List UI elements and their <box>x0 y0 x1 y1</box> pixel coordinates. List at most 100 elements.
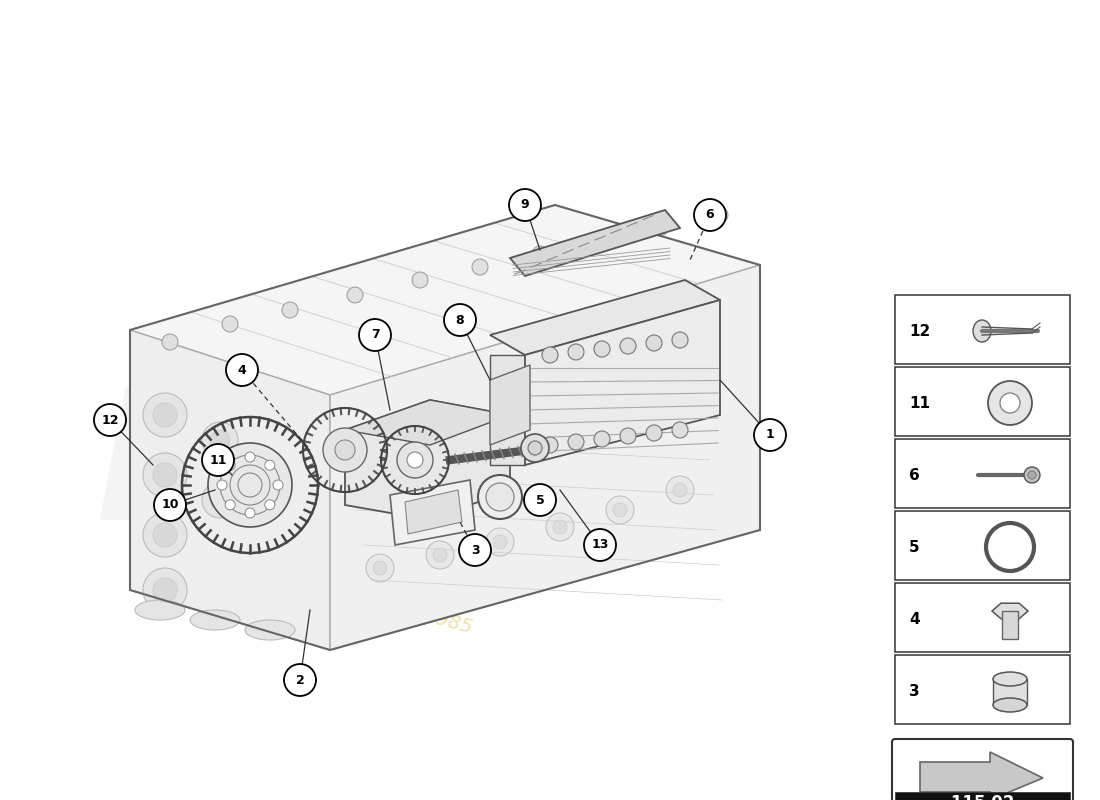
Text: 10: 10 <box>162 498 178 511</box>
Circle shape <box>217 480 227 490</box>
Polygon shape <box>992 603 1028 618</box>
Circle shape <box>568 434 584 450</box>
Circle shape <box>673 483 688 497</box>
Text: 3: 3 <box>471 543 480 557</box>
Circle shape <box>572 415 588 431</box>
Circle shape <box>359 319 390 351</box>
Text: 2: 2 <box>296 674 305 686</box>
Circle shape <box>444 437 476 469</box>
Text: a passion for parts since 1985: a passion for parts since 1985 <box>185 542 475 638</box>
Circle shape <box>226 354 258 386</box>
Circle shape <box>493 535 507 549</box>
Circle shape <box>143 393 187 437</box>
Circle shape <box>988 381 1032 425</box>
Circle shape <box>452 445 468 461</box>
Ellipse shape <box>135 600 185 620</box>
Text: 1: 1 <box>766 429 774 442</box>
Circle shape <box>652 220 668 236</box>
Circle shape <box>594 341 610 357</box>
Circle shape <box>433 548 447 562</box>
Circle shape <box>524 484 556 516</box>
Text: 11: 11 <box>209 454 227 466</box>
Circle shape <box>202 444 234 476</box>
Bar <box>895 583 1070 652</box>
Circle shape <box>208 443 292 527</box>
Circle shape <box>210 430 230 450</box>
Polygon shape <box>490 280 720 355</box>
Circle shape <box>694 199 726 231</box>
Bar <box>895 511 1070 580</box>
Circle shape <box>754 419 786 451</box>
Polygon shape <box>345 400 510 445</box>
Text: 4: 4 <box>909 611 920 626</box>
Circle shape <box>397 442 433 478</box>
Circle shape <box>592 232 608 248</box>
Circle shape <box>282 302 298 318</box>
Circle shape <box>143 568 187 612</box>
Circle shape <box>486 528 514 556</box>
Polygon shape <box>390 480 475 545</box>
Circle shape <box>672 422 688 438</box>
Circle shape <box>153 523 177 547</box>
Circle shape <box>444 304 476 336</box>
Circle shape <box>407 452 424 468</box>
Bar <box>895 439 1070 508</box>
Circle shape <box>384 454 416 486</box>
Polygon shape <box>490 355 525 465</box>
Polygon shape <box>345 400 510 520</box>
Text: EU: EU <box>95 382 365 558</box>
Circle shape <box>632 400 648 416</box>
Bar <box>895 655 1070 724</box>
Text: 115 02: 115 02 <box>950 794 1014 800</box>
Polygon shape <box>130 330 330 650</box>
Ellipse shape <box>190 610 240 630</box>
Circle shape <box>478 475 522 519</box>
Circle shape <box>154 489 186 521</box>
Polygon shape <box>920 752 1043 800</box>
Text: 5: 5 <box>536 494 544 506</box>
Circle shape <box>646 335 662 351</box>
Circle shape <box>568 344 584 360</box>
Text: 6: 6 <box>706 209 714 222</box>
Text: 5: 5 <box>909 539 920 554</box>
Text: 4: 4 <box>238 363 246 377</box>
Circle shape <box>265 500 275 510</box>
FancyBboxPatch shape <box>892 739 1072 800</box>
Text: 12: 12 <box>101 414 119 426</box>
Bar <box>895 367 1070 436</box>
Circle shape <box>202 422 238 458</box>
Ellipse shape <box>993 672 1027 686</box>
Circle shape <box>153 403 177 427</box>
Circle shape <box>210 490 230 510</box>
Circle shape <box>666 476 694 504</box>
Circle shape <box>373 561 387 575</box>
Ellipse shape <box>245 620 295 640</box>
Text: 6: 6 <box>909 467 920 482</box>
Ellipse shape <box>974 320 991 342</box>
Circle shape <box>624 392 656 424</box>
Polygon shape <box>330 265 760 650</box>
Bar <box>895 792 1070 800</box>
Circle shape <box>143 513 187 557</box>
Bar <box>895 295 1070 364</box>
Circle shape <box>553 520 566 534</box>
Circle shape <box>162 334 178 350</box>
Circle shape <box>546 513 574 541</box>
Polygon shape <box>525 300 720 465</box>
Circle shape <box>620 428 636 444</box>
Circle shape <box>712 207 728 223</box>
Circle shape <box>584 529 616 561</box>
Circle shape <box>542 347 558 363</box>
Circle shape <box>620 338 636 354</box>
Polygon shape <box>405 490 462 534</box>
Circle shape <box>684 377 716 409</box>
Circle shape <box>606 496 634 524</box>
Circle shape <box>532 246 548 262</box>
Text: 9: 9 <box>520 198 529 211</box>
Bar <box>993 679 1027 705</box>
Circle shape <box>486 483 514 511</box>
Polygon shape <box>490 365 530 445</box>
Circle shape <box>646 425 662 441</box>
Text: 7: 7 <box>371 329 380 342</box>
Ellipse shape <box>993 698 1027 712</box>
